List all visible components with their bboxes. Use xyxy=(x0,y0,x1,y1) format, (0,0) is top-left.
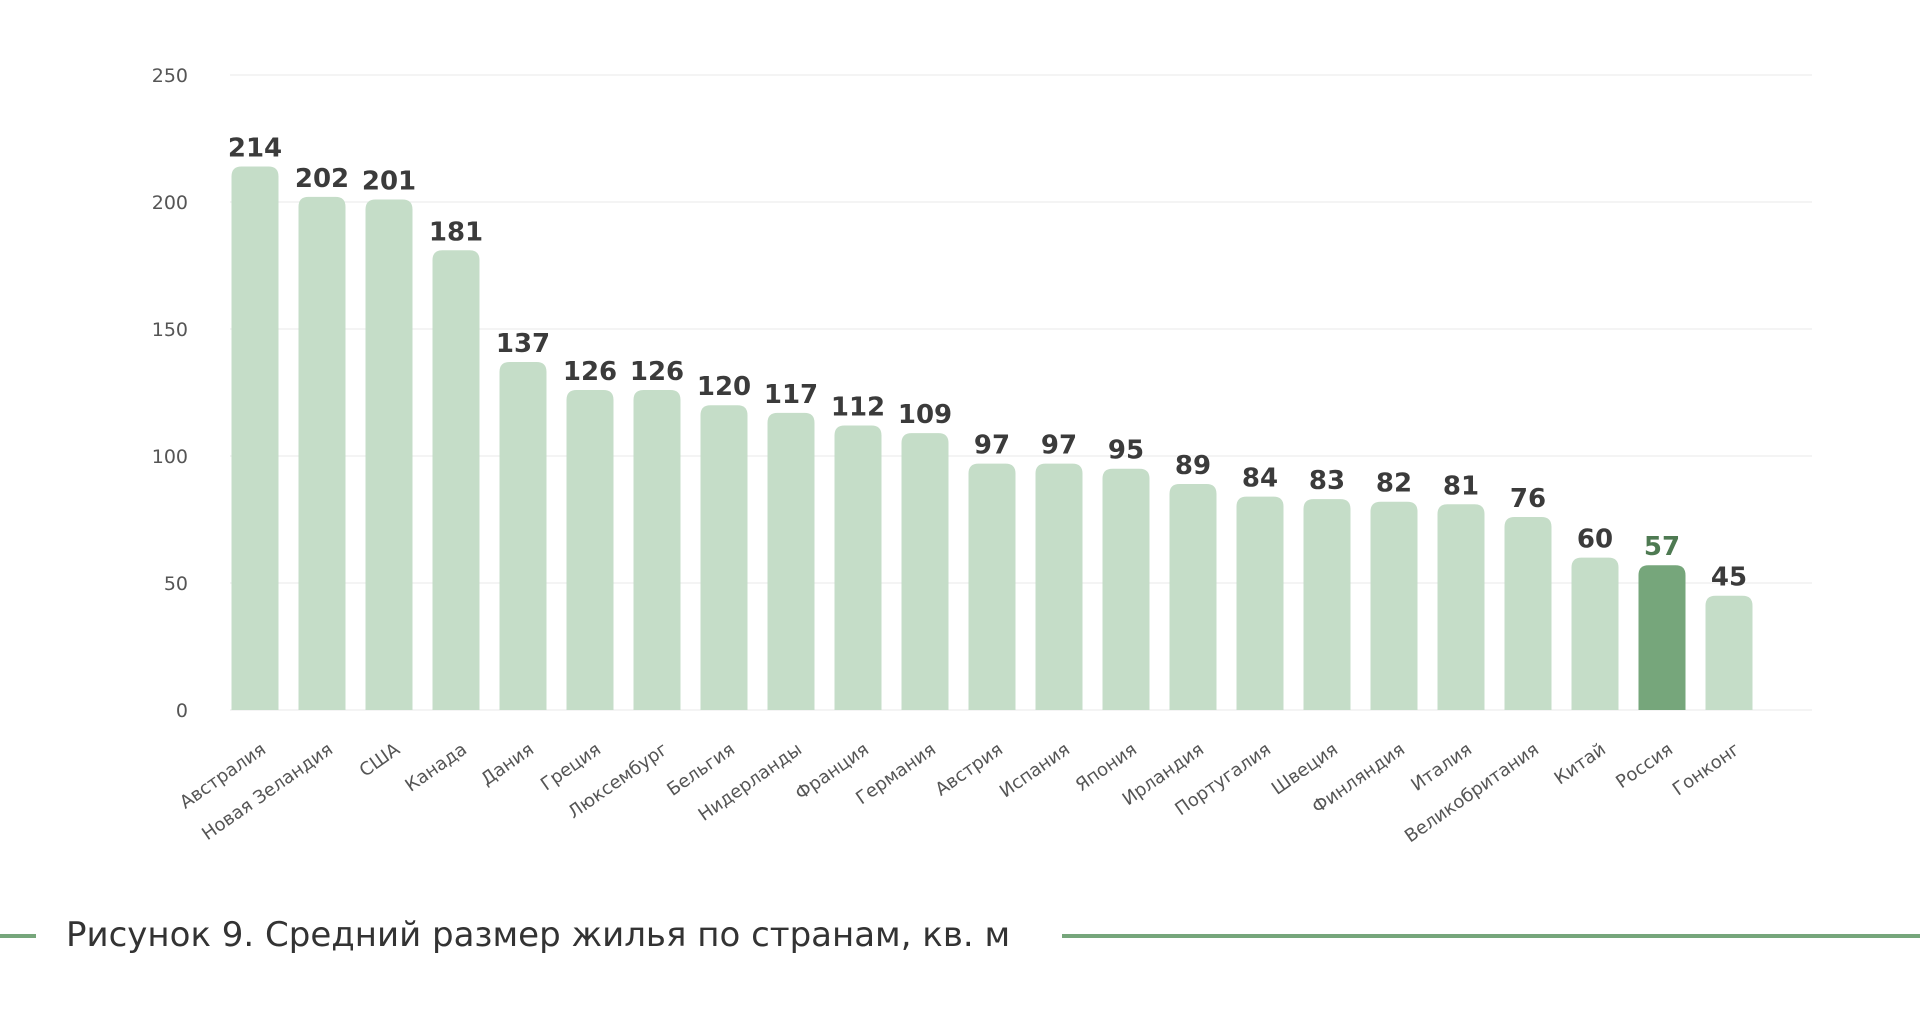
figure-caption: Рисунок 9. Средний размер жилья по стран… xyxy=(66,915,1011,955)
data-label: 126 xyxy=(630,357,684,387)
x-tick-label: Гонконг xyxy=(1669,739,1744,800)
bar xyxy=(834,425,882,710)
x-tick-label: Китай xyxy=(1551,739,1610,789)
bar-chart: 0 50 100 150 200 250 214 202 201 181 137 126 126 120… xyxy=(152,65,1812,848)
x-tick-label: США xyxy=(356,739,405,782)
bar xyxy=(432,250,480,710)
data-label: 83 xyxy=(1309,466,1345,496)
bar xyxy=(231,166,279,710)
data-label: 82 xyxy=(1376,469,1412,499)
data-label: 120 xyxy=(697,372,751,402)
bar xyxy=(1236,496,1284,710)
data-label: 97 xyxy=(974,431,1010,461)
x-tick-label: Дания xyxy=(477,739,538,790)
data-label: 84 xyxy=(1242,464,1278,494)
bar xyxy=(901,433,949,710)
bar xyxy=(968,463,1016,710)
data-label: 97 xyxy=(1041,431,1077,461)
data-label: 201 xyxy=(362,166,416,196)
bar xyxy=(1303,499,1351,710)
caption-accent-line-left xyxy=(0,934,36,938)
bar xyxy=(1169,483,1217,710)
data-label: 81 xyxy=(1443,471,1479,501)
data-label: 181 xyxy=(429,217,483,247)
bar xyxy=(566,389,614,710)
bar xyxy=(767,412,815,710)
y-tick-label: 250 xyxy=(152,65,188,87)
caption-row: Рисунок 9. Средний размер жилья по стран… xyxy=(0,910,1920,960)
bar xyxy=(1437,504,1485,710)
x-tick-label: Россия xyxy=(1612,739,1677,793)
y-tick-label: 0 xyxy=(176,700,188,722)
x-tick-label: Австрия xyxy=(932,739,1007,801)
data-label: 214 xyxy=(228,133,282,163)
bar xyxy=(1035,463,1083,710)
bar xyxy=(298,196,346,711)
y-tick-label: 50 xyxy=(164,573,188,595)
data-label: 45 xyxy=(1711,563,1747,593)
data-label: 126 xyxy=(563,357,617,387)
bar xyxy=(633,389,681,710)
value-label-layer: 214 202 201 181 137 126 126 120 117 112 109 97 97 95 8… xyxy=(228,133,1747,592)
data-label: 137 xyxy=(496,329,550,359)
y-tick-label: 200 xyxy=(152,192,188,214)
bar xyxy=(1370,501,1418,710)
data-label: 76 xyxy=(1510,484,1546,514)
bar xyxy=(499,362,547,710)
bar xyxy=(1638,565,1686,710)
bar xyxy=(1102,468,1150,710)
y-tick-label: 150 xyxy=(152,319,188,341)
x-tick-label: Испания xyxy=(996,739,1074,802)
data-label: 117 xyxy=(764,380,818,410)
bar xyxy=(1705,595,1753,710)
data-label: 89 xyxy=(1175,451,1211,481)
data-label: 95 xyxy=(1108,436,1144,466)
bar xyxy=(1504,516,1552,710)
data-label: 109 xyxy=(898,400,952,430)
y-tick-label: 100 xyxy=(152,446,188,468)
data-label: 57 xyxy=(1644,532,1680,562)
bar-layer xyxy=(231,166,1753,711)
data-label: 60 xyxy=(1577,525,1613,555)
caption-accent-line-right xyxy=(1062,934,1920,938)
bar xyxy=(365,199,413,710)
x-tick-label: Канада xyxy=(401,739,470,796)
data-label: 112 xyxy=(831,393,885,423)
bar xyxy=(700,405,748,710)
bar xyxy=(1571,557,1619,710)
data-label: 202 xyxy=(295,164,349,194)
grid-layer: 0 50 100 150 200 250 xyxy=(152,65,1812,722)
